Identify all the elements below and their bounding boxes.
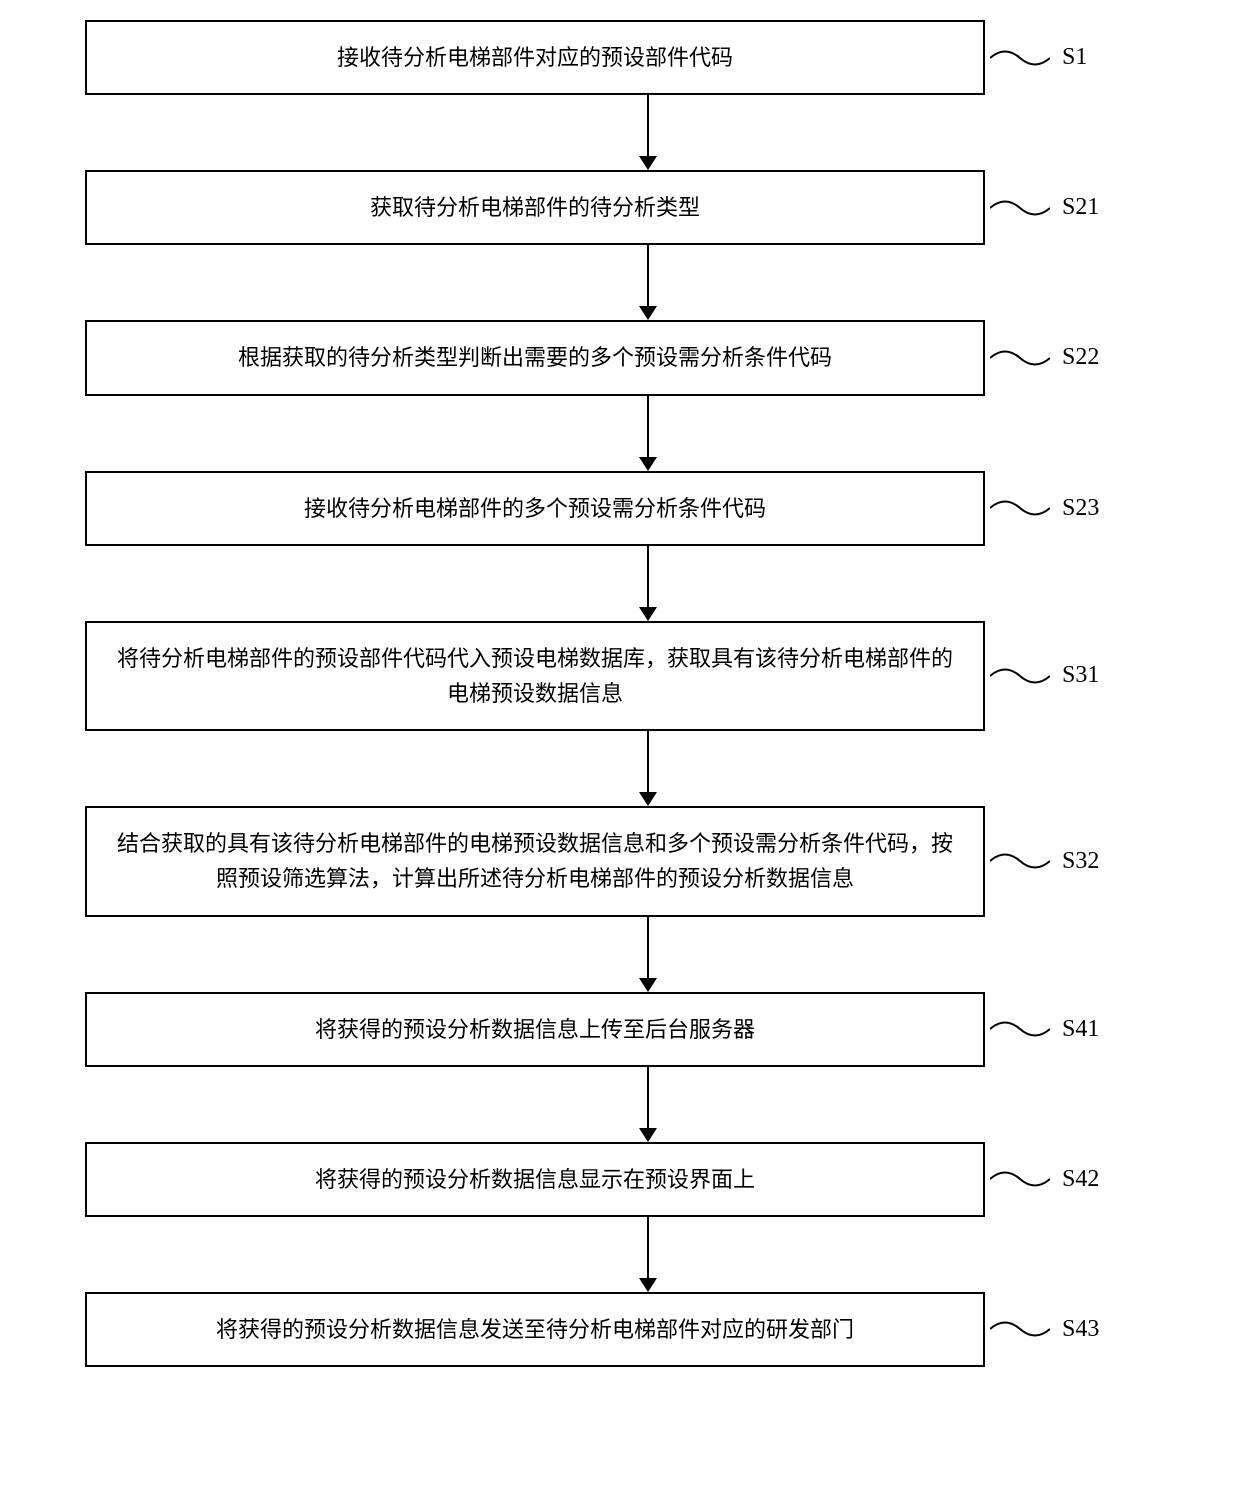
step-label: S42 xyxy=(1062,1166,1099,1193)
arrow-down xyxy=(198,95,1098,170)
step-connector: S21 xyxy=(990,193,1099,223)
arrow-down xyxy=(198,1067,1098,1142)
arrow-line xyxy=(647,1067,649,1129)
node-text: 根据获取的待分析类型判断出需要的多个预设需分析条件代码 xyxy=(238,340,832,375)
arrow-head-icon xyxy=(639,1278,657,1292)
flowchart-node: 根据获取的待分析类型判断出需要的多个预设需分析条件代码 xyxy=(85,320,985,395)
step-connector: S22 xyxy=(990,343,1099,373)
flowchart-row: 将获得的预设分析数据信息发送至待分析电梯部件对应的研发部门 S43 xyxy=(30,1292,1210,1367)
flowchart-node: 获取待分析电梯部件的待分析类型 xyxy=(85,170,985,245)
arrow-head-icon xyxy=(639,156,657,170)
step-label: S31 xyxy=(1062,662,1099,689)
step-label: S21 xyxy=(1062,194,1099,221)
arrow-head-icon xyxy=(639,1128,657,1142)
arrow-down xyxy=(198,396,1098,471)
flowchart-row: 根据获取的待分析类型判断出需要的多个预设需分析条件代码 S22 xyxy=(30,320,1210,395)
arrow-down xyxy=(198,546,1098,621)
flowchart-row: 将获得的预设分析数据信息上传至后台服务器 S41 xyxy=(30,992,1210,1067)
arrow-down xyxy=(198,1217,1098,1292)
step-label: S43 xyxy=(1062,1316,1099,1343)
arrow-line xyxy=(647,245,649,307)
flowchart-node: 将获得的预设分析数据信息发送至待分析电梯部件对应的研发部门 xyxy=(85,1292,985,1367)
node-text: 接收待分析电梯部件的多个预设需分析条件代码 xyxy=(304,491,766,526)
flowchart-node: 接收待分析电梯部件对应的预设部件代码 xyxy=(85,20,985,95)
arrow-line xyxy=(647,95,649,157)
arrow-line xyxy=(647,917,649,979)
step-connector: S32 xyxy=(990,846,1099,876)
flowchart-row: 将获得的预设分析数据信息显示在预设界面上 S42 xyxy=(30,1142,1210,1217)
arrow-down xyxy=(198,245,1098,320)
flowchart-row: 结合获取的具有该待分析电梯部件的电梯预设数据信息和多个预设需分析条件代码，按照预… xyxy=(30,806,1210,916)
step-connector: S42 xyxy=(990,1164,1099,1194)
step-connector: S41 xyxy=(990,1014,1099,1044)
arrow-head-icon xyxy=(639,457,657,471)
flowchart-node: 将获得的预设分析数据信息显示在预设界面上 xyxy=(85,1142,985,1217)
arrow-line xyxy=(647,1217,649,1279)
step-label: S1 xyxy=(1062,44,1087,71)
step-label: S23 xyxy=(1062,495,1099,522)
step-label: S32 xyxy=(1062,848,1099,875)
step-label: S22 xyxy=(1062,344,1099,371)
arrow-line xyxy=(647,396,649,458)
node-text: 获取待分析电梯部件的待分析类型 xyxy=(370,190,700,225)
step-connector: S23 xyxy=(990,493,1099,523)
arrow-head-icon xyxy=(639,792,657,806)
step-label: S41 xyxy=(1062,1016,1099,1043)
node-text: 将获得的预设分析数据信息发送至待分析电梯部件对应的研发部门 xyxy=(216,1312,854,1347)
node-text: 将获得的预设分析数据信息上传至后台服务器 xyxy=(315,1012,755,1047)
flowchart-node: 将待分析电梯部件的预设部件代码代入预设电梯数据库，获取具有该待分析电梯部件的电梯… xyxy=(85,621,985,731)
arrow-head-icon xyxy=(639,607,657,621)
flowchart-row: 接收待分析电梯部件的多个预设需分析条件代码 S23 xyxy=(30,471,1210,546)
step-connector: S1 xyxy=(990,43,1087,73)
flowchart-container: 接收待分析电梯部件对应的预设部件代码 S1 获取待分析电梯部件的待分析类型 S21 根据… xyxy=(30,20,1210,1367)
arrow-down xyxy=(198,917,1098,992)
flowchart-node: 接收待分析电梯部件的多个预设需分析条件代码 xyxy=(85,471,985,546)
step-connector: S31 xyxy=(990,661,1099,691)
arrow-head-icon xyxy=(639,978,657,992)
flowchart-row: 接收待分析电梯部件对应的预设部件代码 S1 xyxy=(30,20,1210,95)
step-connector: S43 xyxy=(990,1314,1099,1344)
node-text: 将待分析电梯部件的预设部件代码代入预设电梯数据库，获取具有该待分析电梯部件的电梯… xyxy=(111,641,959,711)
arrow-down xyxy=(198,731,1098,806)
flowchart-node: 将获得的预设分析数据信息上传至后台服务器 xyxy=(85,992,985,1067)
arrow-line xyxy=(647,731,649,793)
arrow-line xyxy=(647,546,649,608)
node-text: 将获得的预设分析数据信息显示在预设界面上 xyxy=(315,1162,755,1197)
flowchart-row: 获取待分析电梯部件的待分析类型 S21 xyxy=(30,170,1210,245)
flowchart-row: 将待分析电梯部件的预设部件代码代入预设电梯数据库，获取具有该待分析电梯部件的电梯… xyxy=(30,621,1210,731)
node-text: 结合获取的具有该待分析电梯部件的电梯预设数据信息和多个预设需分析条件代码，按照预… xyxy=(111,826,959,896)
node-text: 接收待分析电梯部件对应的预设部件代码 xyxy=(337,40,733,75)
arrow-head-icon xyxy=(639,306,657,320)
flowchart-node: 结合获取的具有该待分析电梯部件的电梯预设数据信息和多个预设需分析条件代码，按照预… xyxy=(85,806,985,916)
